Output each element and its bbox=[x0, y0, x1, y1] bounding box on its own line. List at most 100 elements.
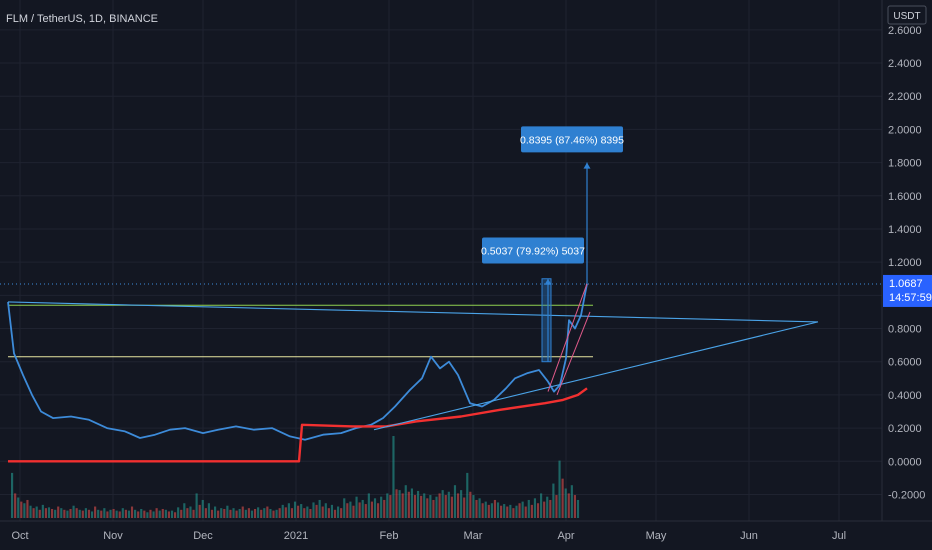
channel-line[interactable] bbox=[547, 283, 588, 392]
volume-bar bbox=[404, 485, 407, 518]
y-tick-label: -0.2000 bbox=[888, 489, 925, 501]
measure-label-box[interactable] bbox=[521, 126, 623, 153]
volume-bar bbox=[300, 504, 303, 518]
volume-bar bbox=[444, 495, 447, 518]
volume-bar bbox=[124, 509, 127, 518]
volume-bar bbox=[521, 501, 524, 518]
measure-arrow-head bbox=[583, 162, 591, 169]
volume-bar bbox=[496, 502, 500, 518]
volume-bar bbox=[536, 503, 540, 518]
volume-bar bbox=[78, 509, 81, 518]
x-tick-label: Dec bbox=[193, 530, 213, 542]
volume-bar bbox=[297, 505, 300, 518]
volume-bar bbox=[263, 508, 266, 518]
volume-bar bbox=[170, 510, 174, 518]
volume-bar bbox=[475, 499, 478, 518]
volume-bar bbox=[106, 511, 109, 518]
volume-bar bbox=[250, 510, 254, 518]
volume-bar bbox=[272, 510, 275, 518]
volume-bar bbox=[134, 509, 137, 518]
volume-bar bbox=[540, 493, 543, 518]
volume-bar bbox=[112, 508, 115, 518]
volume-bar bbox=[355, 496, 358, 518]
volume-bar bbox=[383, 499, 386, 518]
measure-range-box[interactable] bbox=[541, 278, 552, 363]
volume-bar bbox=[533, 498, 537, 518]
y-tick-label: 0.6000 bbox=[888, 357, 922, 369]
volume-bar bbox=[103, 508, 106, 518]
volume-bar bbox=[398, 490, 401, 518]
volume-bar bbox=[358, 502, 361, 518]
volume-bar bbox=[546, 496, 549, 518]
volume-bar bbox=[130, 506, 134, 518]
channel-line[interactable] bbox=[556, 311, 591, 396]
volume-bar bbox=[26, 499, 29, 518]
volume-bar bbox=[293, 501, 297, 518]
volume-layer bbox=[11, 436, 580, 518]
volume-bar bbox=[503, 504, 506, 518]
volume-bar bbox=[275, 509, 278, 518]
volume-bar bbox=[478, 498, 481, 518]
volume-bar bbox=[453, 485, 457, 518]
y-tick-label: 1.4000 bbox=[888, 224, 922, 236]
volume-bar bbox=[567, 493, 570, 518]
volume-bar bbox=[555, 495, 558, 518]
volume-bar bbox=[321, 506, 324, 518]
volume-bar bbox=[57, 506, 60, 518]
volume-bar bbox=[438, 493, 441, 518]
volume-bar bbox=[210, 509, 214, 518]
currency-label: USDT bbox=[893, 11, 920, 22]
x-tick-label: May bbox=[646, 530, 667, 542]
volume-bar bbox=[278, 508, 281, 518]
volume-bar bbox=[140, 508, 143, 518]
volume-bar bbox=[195, 493, 198, 518]
volume-bar bbox=[315, 504, 318, 518]
volume-bar bbox=[324, 503, 327, 518]
y-tick-label: 0.2000 bbox=[888, 423, 922, 435]
y-tick-label: 2.0000 bbox=[888, 124, 922, 136]
volume-bar bbox=[447, 491, 450, 518]
volume-bar bbox=[100, 510, 103, 518]
volume-bar bbox=[164, 509, 167, 518]
measure-label-box[interactable] bbox=[482, 237, 584, 264]
volume-bar bbox=[17, 497, 20, 518]
chart-title: FLM / TetherUS, 1D, BINANCE bbox=[6, 13, 158, 25]
volume-bar bbox=[484, 501, 487, 518]
volume-bar bbox=[481, 503, 484, 518]
x-tick-label: 2021 bbox=[284, 530, 308, 542]
volume-bar bbox=[346, 503, 349, 518]
trend-line[interactable] bbox=[373, 321, 819, 431]
volume-bar bbox=[81, 510, 84, 518]
volume-bar bbox=[23, 503, 26, 518]
volume-bar bbox=[515, 505, 518, 518]
volume-bar bbox=[361, 499, 364, 518]
volume-bar bbox=[490, 503, 493, 518]
volume-bar bbox=[287, 503, 290, 518]
volume-bar bbox=[576, 499, 580, 518]
volume-bar bbox=[29, 505, 32, 518]
volume-bar bbox=[207, 503, 210, 518]
volume-bar bbox=[161, 508, 164, 518]
y-tick-label: 1.8000 bbox=[888, 158, 922, 170]
volume-bar bbox=[395, 489, 398, 518]
currency-button[interactable] bbox=[887, 5, 927, 25]
volume-bar bbox=[232, 508, 235, 518]
volume-bar bbox=[392, 436, 395, 518]
volume-bar bbox=[518, 503, 521, 518]
volume-bar bbox=[257, 507, 260, 518]
x-tick-label: Feb bbox=[380, 530, 399, 542]
trend-line[interactable] bbox=[7, 301, 819, 323]
volume-bar bbox=[14, 493, 17, 518]
volume-bar bbox=[223, 508, 226, 518]
volume-bar bbox=[530, 504, 533, 518]
x-tick-label: Oct bbox=[11, 530, 28, 542]
volume-bar bbox=[115, 510, 118, 518]
series-layer bbox=[7, 283, 588, 463]
volume-bar bbox=[63, 509, 66, 518]
volume-bar bbox=[201, 499, 204, 518]
volume-bar bbox=[121, 508, 124, 518]
volume-bar bbox=[318, 499, 321, 518]
volume-bar bbox=[127, 510, 131, 518]
